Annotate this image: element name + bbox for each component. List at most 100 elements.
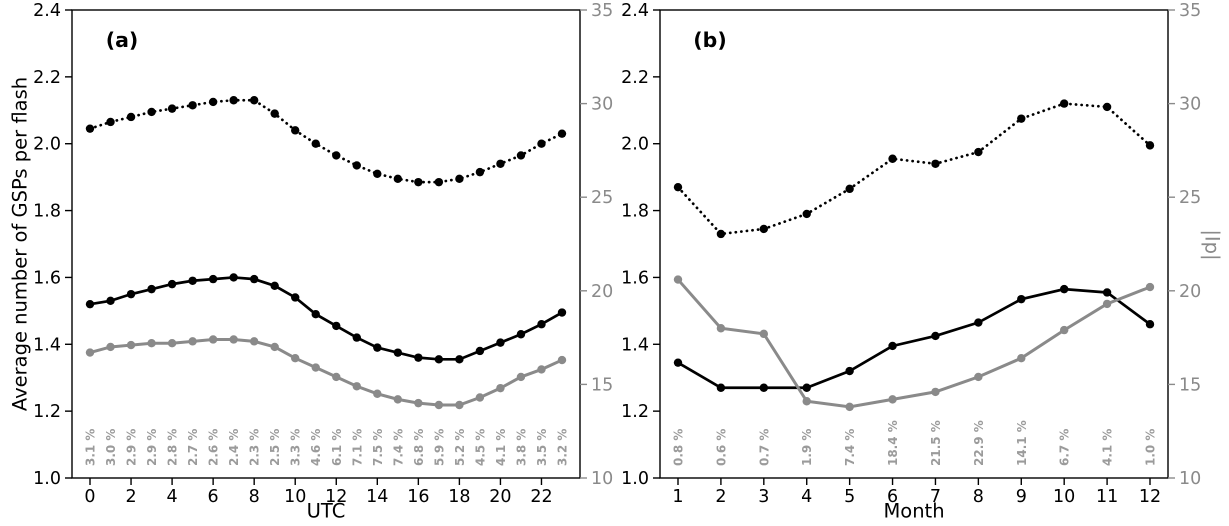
axes-box xyxy=(659,9,1169,479)
series-point-avg-gsps-solid xyxy=(291,293,300,302)
x-axis-label-month: Month xyxy=(883,499,945,523)
series-point-avg-gsps-solid xyxy=(352,333,361,342)
series-point-avg-gsps-dotted xyxy=(759,224,769,234)
series-point-peak-current-ip xyxy=(1145,282,1155,292)
pct-label: 3.0 % xyxy=(104,429,118,466)
series-point-avg-gsps-dotted xyxy=(888,154,897,163)
x-tick-label: 7 xyxy=(930,487,941,507)
series-point-avg-gsps-solid xyxy=(931,331,940,341)
pct-label: 2.9 % xyxy=(145,429,159,466)
pct-label: 5.2 % xyxy=(453,429,467,466)
x-tick-label: 14 xyxy=(366,487,388,507)
series-point-avg-gsps-solid xyxy=(475,346,485,356)
series-point-avg-gsps-solid xyxy=(888,341,897,351)
y-tick-label-left: 1.8 xyxy=(33,202,61,222)
pct-label: 7.1 % xyxy=(350,429,364,466)
series-point-peak-current-ip xyxy=(311,363,320,372)
series-point-peak-current-ip xyxy=(167,339,177,348)
pct-label: 2.4 % xyxy=(227,429,241,466)
series-point-avg-gsps-solid xyxy=(673,358,683,367)
series-point-avg-gsps-dotted xyxy=(475,167,485,177)
series-point-avg-gsps-solid xyxy=(516,330,526,339)
pct-label: 6.1 % xyxy=(330,429,344,466)
series-point-avg-gsps-dotted xyxy=(352,161,361,170)
series-point-avg-gsps-dotted xyxy=(537,139,546,148)
pct-label: 7.5 % xyxy=(371,429,385,466)
pct-label: 7.4 % xyxy=(391,429,405,466)
series-point-peak-current-ip xyxy=(147,339,156,348)
series-point-avg-gsps-solid xyxy=(393,348,403,357)
y-tick-label-left: 2.0 xyxy=(33,135,61,155)
x-tick-label: 6 xyxy=(208,487,219,507)
series-point-peak-current-ip xyxy=(455,400,464,410)
series-point-avg-gsps-dotted xyxy=(332,151,341,160)
y-tick-label-right: 30 xyxy=(591,95,613,115)
x-tick-label: 18 xyxy=(448,487,470,507)
series-point-avg-gsps-dotted xyxy=(557,129,567,138)
x-tick-label: 20 xyxy=(489,487,511,507)
series-point-avg-gsps-solid xyxy=(1017,294,1026,304)
series-point-peak-current-ip xyxy=(434,400,444,410)
series-point-avg-gsps-solid xyxy=(270,281,279,290)
pct-label: 3.3 % xyxy=(289,429,303,466)
series-point-avg-gsps-solid xyxy=(188,276,197,285)
series-point-avg-gsps-solid xyxy=(1102,288,1112,297)
series-point-peak-current-ip xyxy=(1017,353,1026,363)
y-tick-label-left: 1.2 xyxy=(621,402,649,422)
pct-label: 2.8 % xyxy=(166,429,180,466)
pct-label: 6.8 % xyxy=(412,429,426,466)
series-point-peak-current-ip xyxy=(270,342,279,352)
x-tick-label: 6 xyxy=(887,487,898,507)
series-point-avg-gsps-solid xyxy=(455,355,464,364)
series-point-peak-current-ip xyxy=(673,275,683,284)
series-point-avg-gsps-dotted xyxy=(1102,102,1112,112)
series-point-avg-gsps-solid xyxy=(311,310,320,319)
x-tick-label: 12 xyxy=(1139,487,1161,507)
y-tick-label-right: 25 xyxy=(591,188,613,208)
y-tick-label-right: 15 xyxy=(591,375,613,395)
series-point-avg-gsps-dotted xyxy=(974,147,983,157)
y-tick-label-right: 15 xyxy=(1179,375,1201,395)
series-point-avg-gsps-dotted xyxy=(716,229,726,239)
series-point-avg-gsps-dotted xyxy=(455,174,464,184)
series-line-avg-gsps-dotted xyxy=(88,98,564,184)
series-point-peak-current-ip xyxy=(516,372,526,382)
x-tick-label: 10 xyxy=(284,487,306,507)
axes-box xyxy=(71,9,581,479)
series-point-peak-current-ip xyxy=(352,382,361,391)
y-tick-label-right: 20 xyxy=(591,282,613,302)
series-point-avg-gsps-solid xyxy=(557,308,567,317)
series-line-avg-gsps-dotted xyxy=(676,102,1152,236)
y-tick-label-left: 2.2 xyxy=(33,68,61,88)
y-tick-label-left: 1.6 xyxy=(621,268,649,288)
series-point-avg-gsps-solid xyxy=(974,318,983,327)
series-point-avg-gsps-dotted xyxy=(270,109,279,118)
series-point-peak-current-ip xyxy=(931,387,940,397)
series-point-peak-current-ip xyxy=(557,355,567,365)
series-point-avg-gsps-solid xyxy=(126,289,136,299)
series-point-avg-gsps-dotted xyxy=(147,107,156,117)
series-point-avg-gsps-dotted xyxy=(167,104,177,113)
series-point-avg-gsps-dotted xyxy=(126,112,136,122)
series-point-avg-gsps-solid xyxy=(1145,320,1155,329)
series-point-peak-current-ip xyxy=(496,383,505,393)
series-point-avg-gsps-dotted xyxy=(85,124,95,133)
series-point-peak-current-ip xyxy=(373,389,382,398)
y-tick-label-left: 1.0 xyxy=(33,469,61,489)
x-tick-label: 5 xyxy=(844,487,855,507)
series-point-avg-gsps-dotted xyxy=(229,96,238,105)
y-tick-label-left: 1.0 xyxy=(621,469,649,489)
pct-label: 3.5 % xyxy=(535,429,549,466)
series-point-avg-gsps-solid xyxy=(373,343,382,352)
series-point-avg-gsps-solid xyxy=(716,383,726,392)
series-line-avg-gsps-solid xyxy=(89,276,563,361)
y-tick-label-right: 35 xyxy=(1179,1,1201,21)
pct-label: 14.1 % xyxy=(1015,420,1029,466)
series-point-avg-gsps-solid xyxy=(414,353,423,362)
x-tick-label: 0 xyxy=(84,487,95,507)
panel-letter-b: (b) xyxy=(693,28,727,52)
series-point-peak-current-ip xyxy=(537,365,546,374)
series-point-peak-current-ip xyxy=(332,372,341,382)
